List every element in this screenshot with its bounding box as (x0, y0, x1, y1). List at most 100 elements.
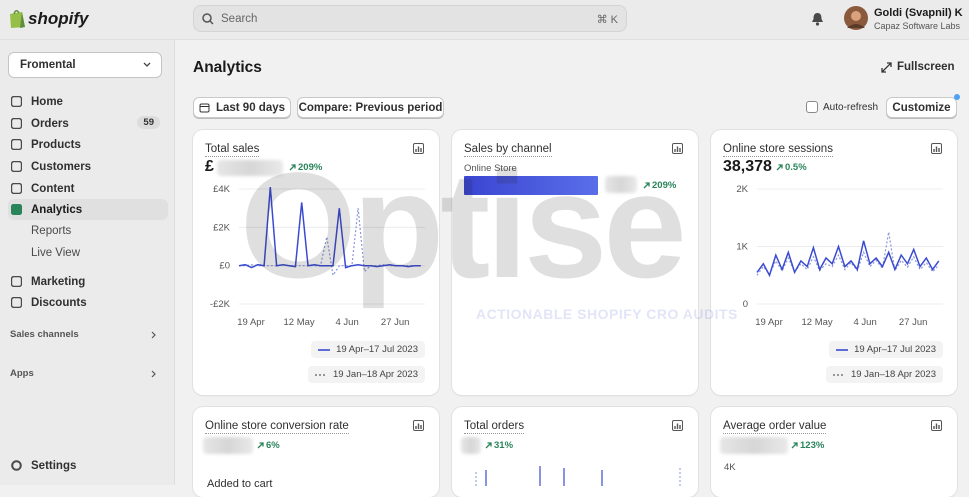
subtitle: Added to cart (207, 478, 273, 490)
icon-shape (11, 183, 22, 194)
legend-item[interactable]: 19 Jan–18 Apr 2023 (307, 366, 425, 383)
auto-refresh-checkbox[interactable] (806, 101, 818, 113)
nav-item[interactable]: Live View (8, 242, 168, 263)
blurred-value (605, 176, 637, 193)
nav-item[interactable]: Reports (8, 220, 168, 241)
nav-label: Discounts (31, 296, 87, 309)
chart: 0 1K 2K 19 Apr 12 May 4 Jun 27 Jun (736, 184, 943, 328)
nav-item[interactable]: Home (8, 91, 168, 112)
chart-icon[interactable] (931, 143, 942, 154)
card-title: Sales by channel (464, 143, 552, 157)
sessions-value: 38,378 (723, 158, 772, 175)
fullscreen-button[interactable]: Fullscreen (881, 61, 955, 73)
nav-item[interactable]: Discounts (8, 292, 168, 313)
logo: shopify (28, 9, 89, 28)
nav-label: Reports (31, 224, 72, 237)
avatar[interactable] (844, 6, 868, 30)
change: 123% (791, 440, 824, 451)
x-tick-label: 12 May (283, 317, 314, 328)
compare-label: Compare: Previous period (298, 101, 443, 114)
user-name: Goldi (Svapnil) K (874, 7, 963, 19)
blurred-value (461, 437, 481, 454)
change-value: 31% (494, 440, 514, 451)
y-tick-label: 0 (743, 299, 748, 310)
icon-frame (672, 143, 683, 154)
chevron (151, 370, 156, 378)
legend-item[interactable]: 19 Apr–17 Jul 2023 (311, 341, 425, 358)
legend-swatch (832, 373, 845, 376)
orders-chart-preview (475, 466, 681, 486)
notify-dot (954, 94, 960, 100)
nav-item[interactable]: Orders 59 (8, 113, 168, 134)
chevron (143, 62, 151, 67)
x-tick-label: 4 Jun (854, 317, 877, 328)
sales-by-channel-card: Sales by channel Online Store 209% (452, 130, 698, 395)
series-line (238, 187, 421, 269)
nav-label: Content (31, 182, 75, 195)
y-tick-label: -£2K (210, 299, 231, 310)
change-value: 0.5% (785, 162, 807, 173)
total-orders-card: Total orders 31% (452, 407, 698, 497)
legend-swatch (836, 348, 849, 351)
search-box[interactable]: Search ⌘ K (193, 5, 627, 32)
up-arrow (776, 164, 783, 171)
legend-swatch (318, 348, 331, 351)
compare-button[interactable]: Compare: Previous period (297, 97, 444, 118)
chart-icon[interactable] (931, 420, 942, 431)
nav-label: Analytics (31, 203, 83, 216)
section-label: Apps (10, 368, 34, 379)
bell-icon[interactable] (811, 12, 824, 26)
date-range-label: Last 90 days (215, 101, 286, 114)
up-arrow (791, 442, 798, 449)
icon-shape (11, 139, 22, 150)
change: 31% (485, 440, 513, 451)
nav-item[interactable]: Content (8, 178, 168, 199)
up-arrow (485, 442, 492, 449)
nav-label: Marketing (31, 275, 86, 288)
nav-label: Home (31, 95, 63, 108)
y-tick-label: 1K (736, 242, 748, 253)
y-tick-label: 4K (724, 462, 736, 473)
icon-frame (413, 420, 424, 431)
chevron (151, 331, 156, 339)
nav-icon (11, 204, 22, 215)
chart-icon[interactable] (672, 420, 683, 431)
nav-item[interactable]: Settings (8, 455, 168, 476)
top-bar: shopify Search ⌘ K Goldi (Svapnil) K Cap… (0, 0, 969, 40)
chart-icon[interactable] (413, 420, 424, 431)
legend-item[interactable]: 19 Apr–17 Jul 2023 (829, 341, 943, 358)
channel-bar (464, 176, 598, 195)
shopify-bag-icon (10, 10, 25, 28)
icon-frame (672, 420, 683, 431)
calendar-icon (199, 103, 210, 113)
legend-swatch (314, 373, 327, 376)
nav-item[interactable]: Analytics (8, 199, 168, 220)
series-line (756, 240, 940, 278)
y-tick-label: £4K (213, 184, 231, 195)
conversion-card: Online store conversion rate 6% Added to… (193, 407, 439, 497)
store-select[interactable]: Fromental (8, 52, 162, 78)
search-icon (202, 13, 214, 25)
total-sales-card: Total sales £ 209% -£2K £0 £2K £4K 19 Apr 12 … (193, 130, 439, 395)
user-org: Capaz Software Labs (874, 21, 961, 31)
search-placeholder: Search (221, 13, 258, 25)
page-title: Analytics (193, 59, 262, 76)
store-name: Fromental (20, 59, 76, 71)
chart-icon[interactable] (413, 143, 424, 154)
nav-label: Settings (31, 459, 77, 472)
change-value: 209% (298, 162, 323, 173)
legend-item[interactable]: 19 Jan–18 Apr 2023 (825, 366, 943, 383)
nav-icon (11, 183, 22, 194)
customize-button[interactable]: Customize (886, 97, 957, 118)
x-tick-label: 27 Jun (381, 317, 410, 328)
chevron-path (151, 370, 156, 378)
nav-item[interactable]: Products (8, 134, 168, 155)
nav-item[interactable]: Customers (8, 156, 168, 177)
blurred-value (203, 437, 253, 454)
change: 209% (289, 162, 322, 173)
nav-item[interactable]: Marketing (8, 271, 168, 292)
change-value: 6% (266, 440, 280, 451)
channel-label: Online Store (464, 163, 517, 174)
date-range-button[interactable]: Last 90 days (193, 97, 291, 118)
chart-icon[interactable] (672, 143, 683, 154)
